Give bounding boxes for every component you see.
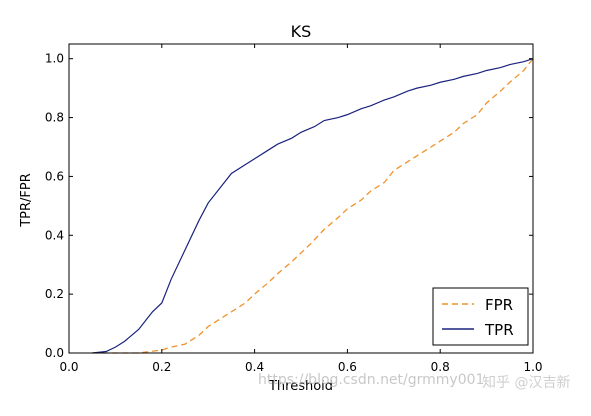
y-tick-label: 0.8 — [45, 111, 64, 125]
x-tick-label: 0.2 — [152, 360, 171, 374]
legend-label-fpr: FPR — [485, 296, 513, 314]
legend-box — [432, 287, 529, 346]
y-tick-label: 0.4 — [45, 228, 64, 242]
plot-frame — [68, 43, 534, 354]
x-tick-label: 0.0 — [59, 360, 78, 374]
plot-area: 0.0 0.2 0.4 0.6 0.8 1.0 0.0 0.2 0.4 0.6 0.8 1.0 FPR T… — [45, 43, 543, 374]
x-tick-label: 1.0 — [523, 360, 542, 374]
watermark-url: https://blog.csdn.net/grmmy001 — [258, 372, 485, 388]
y-tick-label: 0.6 — [45, 169, 64, 183]
series-line-tpr — [92, 58, 534, 354]
series-line-fpr — [92, 58, 534, 354]
legend-label-tpr: TPR — [484, 321, 514, 339]
y-tick-label: 0.2 — [45, 287, 64, 301]
chart-title: KS — [291, 22, 312, 41]
x-tick-label: 0.6 — [338, 360, 357, 374]
y-tick-label: 0.0 — [45, 346, 64, 360]
x-tick-label: 0.4 — [245, 360, 264, 374]
x-axis-label: Threshold — [268, 379, 333, 394]
y-axis-label: TPR/FPR — [19, 173, 34, 228]
x-tick-label: 0.8 — [431, 360, 450, 374]
y-tick-label: 1.0 — [45, 52, 64, 66]
watermark-brand: 知乎 @汉吉新 — [482, 375, 571, 391]
